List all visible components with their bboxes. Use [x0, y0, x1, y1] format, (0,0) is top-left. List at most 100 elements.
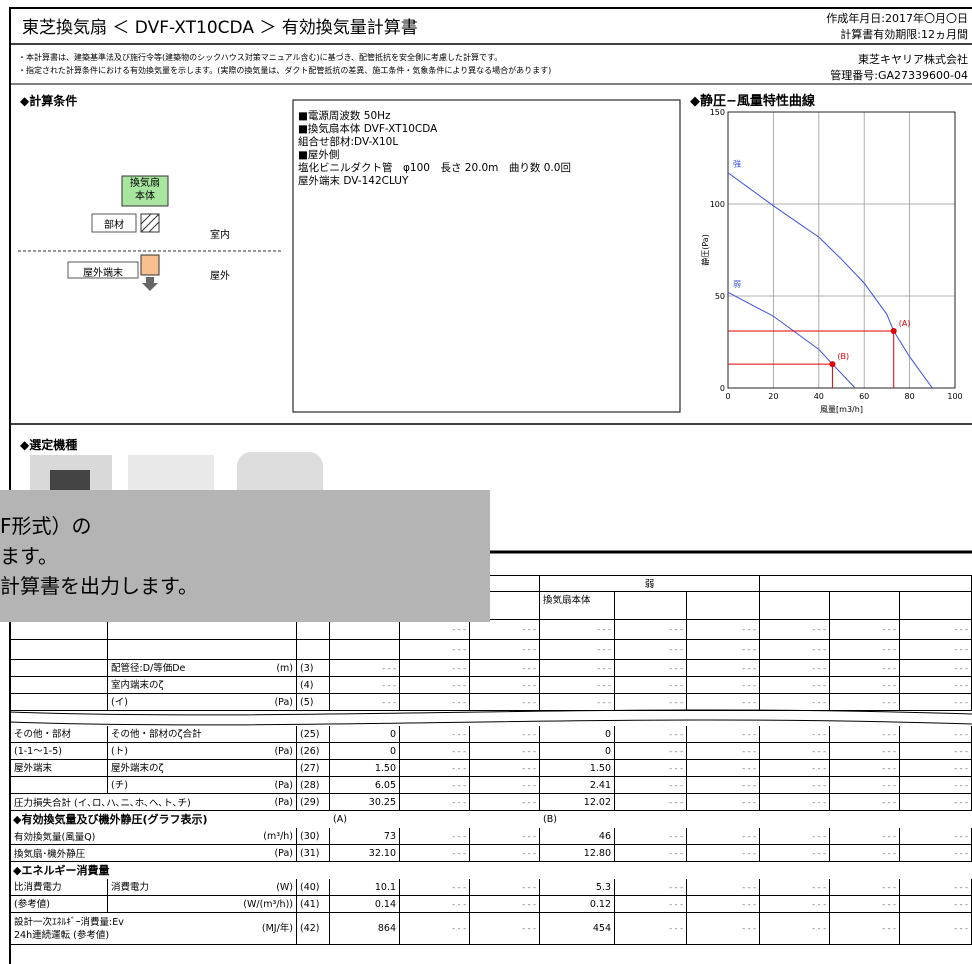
row-number: (26)	[297, 743, 330, 760]
value-cell: - - -	[400, 620, 470, 640]
value-cell: - - -	[830, 879, 900, 896]
row-label: 換気扇･機外静圧	[10, 845, 200, 862]
value-cell: - - -	[615, 743, 687, 760]
value-cell: - - -	[470, 896, 540, 913]
value-cell: - - -	[615, 896, 687, 913]
value-cell: - - -	[760, 743, 830, 760]
spec-line: 組合せ部材:DV-X10L	[298, 136, 399, 148]
row-unit	[200, 620, 297, 640]
diagram-unit: 換気扇 本体	[130, 178, 160, 202]
value-cell: - - -	[830, 726, 900, 743]
value-cell: - - -	[830, 660, 900, 677]
value-cell	[830, 862, 900, 879]
point-label: (A)	[899, 319, 911, 328]
note: ・本計算書は、建築基準法及び施行令等(建築物のシックハウス対策マニュアル含む)に…	[18, 53, 503, 62]
value-cell: 12.02	[540, 794, 615, 811]
value-cell: - - -	[760, 677, 830, 694]
value-cell: - - -	[900, 743, 972, 760]
operating-point	[890, 327, 897, 334]
row-number: (41)	[297, 896, 330, 913]
y-tick-label: 0	[720, 384, 725, 393]
row-number: (5)	[297, 694, 330, 711]
value-cell: - - -	[830, 794, 900, 811]
value-cell: 10.1	[330, 879, 400, 896]
row-number: (27)	[297, 760, 330, 777]
tooltip-line: ます。	[0, 544, 58, 568]
row-sublabel: (ト)	[108, 743, 200, 760]
row-unit	[200, 760, 297, 777]
row-label: (参考値)	[10, 896, 108, 913]
row-number	[297, 620, 330, 640]
value-cell: - - -	[400, 677, 470, 694]
value-cell: - - -	[615, 845, 687, 862]
value-cell: - - -	[687, 845, 760, 862]
created-date: 作成年月日:2017年〇月〇日	[826, 12, 968, 25]
value-cell: 0	[330, 743, 400, 760]
row-number: (31)	[297, 845, 330, 862]
x-tick-label: 40	[814, 392, 824, 401]
row-sublabel: その他・部材のζ合計	[108, 726, 202, 743]
value-cell: 1.50	[540, 760, 615, 777]
validity: 計算書有効期限:12ヵ月間	[840, 28, 968, 41]
value-cell: - - -	[830, 913, 900, 945]
column-header: 換気扇本体	[540, 592, 615, 620]
spec-line: ■屋外側	[298, 149, 340, 161]
value-cell: - - -	[400, 726, 470, 743]
value-cell: - - -	[400, 913, 470, 945]
value-cell: - - -	[900, 896, 972, 913]
value-cell: - - -	[470, 660, 540, 677]
header-cell	[830, 592, 900, 620]
value-cell: - - -	[470, 913, 540, 945]
spec-line: 塩化ビニルダクト管 φ100 長さ 20.0m 曲り数 0.0回	[298, 162, 571, 174]
header-cell	[470, 592, 540, 620]
value-cell: - - -	[900, 620, 972, 640]
value-cell: - - -	[470, 640, 540, 660]
tooltip-line: F形式）の	[0, 514, 92, 538]
row-sublabel: 配管径:D/等価De	[108, 660, 200, 677]
y-tick-label: 50	[715, 292, 725, 301]
value-cell: - - -	[470, 620, 540, 640]
value-cell: - - -	[470, 677, 540, 694]
diagram-part: 部材	[104, 220, 124, 231]
value-cell: - - -	[330, 677, 400, 694]
x-axis-label: 風量[m3/h]	[820, 405, 863, 414]
value-cell	[330, 620, 400, 640]
value-cell: - - -	[615, 794, 687, 811]
value-cell: - - -	[400, 896, 470, 913]
value-cell: - - -	[830, 743, 900, 760]
row-sublabel	[108, 896, 200, 913]
value-cell: (A)	[333, 814, 347, 825]
value-cell: - - -	[470, 794, 540, 811]
header-cell	[760, 592, 830, 620]
y-axis-label: 静圧(Pa)	[700, 234, 710, 266]
value-cell: - - -	[540, 660, 615, 677]
value-cell: - - -	[400, 794, 470, 811]
value-cell	[687, 862, 760, 879]
value-cell: 1.50	[330, 760, 400, 777]
value-cell: - - -	[760, 640, 830, 660]
value-cell: - - -	[540, 677, 615, 694]
row-unit: (m)	[200, 660, 297, 677]
row-label	[10, 660, 108, 677]
row-label	[10, 640, 108, 660]
value-cell: - - -	[900, 726, 972, 743]
value-cell: 0	[540, 743, 615, 760]
chart: 0 50 100 150 0 20 40 60 80 100 風量[m3/h] 静圧(Pa) 強弱 (A)…	[700, 108, 963, 414]
value-cell: - - -	[615, 913, 687, 945]
row-unit: (W)	[200, 879, 297, 896]
value-cell: - - -	[900, 677, 972, 694]
row-sublabel: 消費電力	[108, 879, 200, 896]
row-unit: (MJ/年)	[200, 913, 297, 945]
series-line	[727, 291, 856, 389]
row-unit	[200, 726, 297, 743]
series-label: 強	[733, 159, 741, 169]
value-cell: - - -	[830, 677, 900, 694]
value-cell: 30.25	[330, 794, 400, 811]
title: 東芝換気扇 ＜ DVF-XT10CDA ＞ 有効換気量計算書	[22, 18, 418, 38]
value-cell: - - -	[615, 660, 687, 677]
value-cell: - - -	[540, 620, 615, 640]
value-cell: 0	[540, 726, 615, 743]
value-cell: 46	[540, 828, 615, 845]
tooltip	[0, 490, 490, 622]
value-cell: - - -	[900, 760, 972, 777]
